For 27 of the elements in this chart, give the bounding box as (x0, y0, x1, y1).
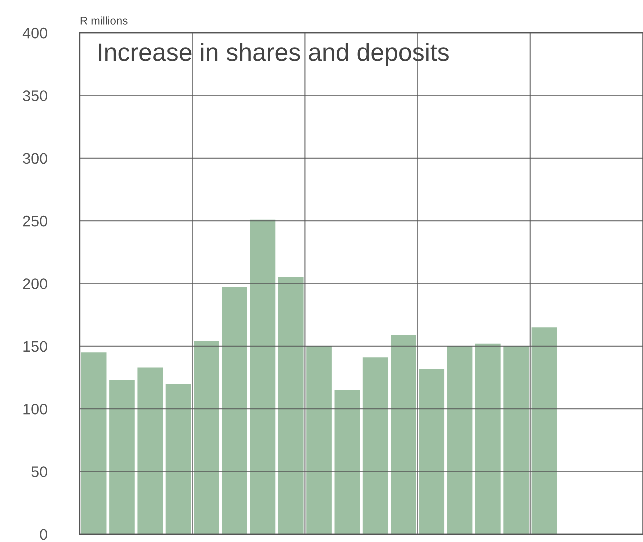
bar (166, 384, 192, 534)
bar (362, 358, 388, 534)
bar (81, 352, 107, 534)
bar (222, 287, 248, 534)
bar (447, 346, 473, 534)
bar (476, 344, 501, 534)
bar (250, 220, 276, 534)
y-tick-label: 350 (23, 90, 48, 102)
bar (504, 346, 529, 534)
y-tick-label: 300 (23, 153, 48, 164)
y-tick-label: 50 (32, 466, 48, 478)
bar (532, 328, 558, 534)
bar (306, 346, 332, 534)
bar (138, 368, 164, 534)
y-tick-label: 150 (24, 341, 48, 352)
y-tick-label: 0 (40, 529, 48, 540)
bar (278, 277, 304, 534)
bar (194, 341, 220, 534)
bar (110, 380, 135, 534)
y-tick-label: 100 (24, 404, 48, 415)
y-axis-title: R millions (80, 16, 128, 25)
bar (334, 390, 360, 534)
y-tick-label: 200 (23, 278, 48, 290)
bar (391, 335, 416, 534)
y-tick-label: 250 (23, 216, 48, 227)
bar (419, 368, 445, 534)
y-tick-label: 400 (22, 28, 48, 39)
